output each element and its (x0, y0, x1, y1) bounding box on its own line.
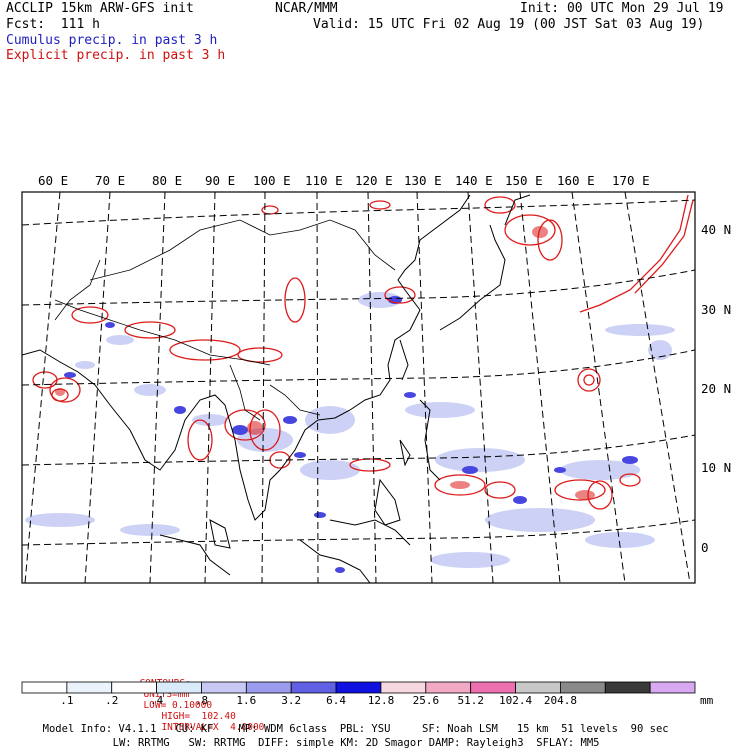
colorbar-swatch (560, 681, 606, 694)
map-frame (21, 191, 696, 584)
lon-label: 110 E (305, 173, 343, 188)
info-km: KM: 2D Smagor (340, 737, 423, 749)
info-levels: 51 levels (561, 723, 619, 735)
colorbar-swatch (245, 681, 292, 694)
colorbar-swatch (156, 681, 202, 694)
colorbar-tick-label: 25.6 (412, 694, 440, 707)
colorbar-swatch (470, 681, 516, 694)
explicit-precip (32, 194, 694, 510)
lon-label: 70 E (95, 173, 125, 188)
coastlines (22, 194, 531, 583)
colorbar-swatch (335, 681, 382, 694)
colorbar-swatch (604, 681, 651, 694)
colorbar-tick-label: 102.4 (499, 694, 533, 707)
explicit-precip-fill (55, 226, 595, 500)
lon-labels: 60 E 70 E 80 E 90 E 100 E 110 E 120 E 13… (38, 173, 650, 188)
info-mp: MP: WDM 6class (238, 723, 328, 735)
colorbar-swatch (290, 681, 337, 694)
contours-low: LOW= 0.10000 (143, 700, 213, 711)
contours-high: HIGH= 102.40 (161, 711, 236, 722)
valid-time: Valid: 15 UTC Fri 02 Aug 19 (00 JST Sat … (313, 17, 705, 32)
lon-label: 90 E (205, 173, 235, 188)
cumulus-precip-strong (64, 296, 638, 573)
lon-label: 150 E (505, 173, 543, 188)
colorbar-tick-label: .2 (105, 694, 119, 707)
colorbar-tick-label: 51.2 (457, 694, 484, 707)
contours-units: UNITS=mm (143, 689, 190, 700)
colorbar-tick-label: 1.6 (236, 694, 257, 707)
precip-fields (25, 194, 694, 573)
init-time: Init: 00 UTC Mon 29 Jul 19 (520, 1, 724, 16)
colorbar-swatch (66, 681, 113, 694)
colorbar-swatch (425, 681, 472, 694)
model-info-line2: LW: RRTMG SW: RRTMG DIFF: simple KM: 2D … (100, 725, 600, 749)
info-damp: DAMP: Rayleigh3 (428, 737, 524, 749)
country-borders (54, 219, 396, 421)
colorbar-tick-label: .1 (60, 694, 74, 707)
colorbar (21, 681, 696, 694)
info-res: 15 km (516, 723, 549, 735)
lon-label: 170 E (612, 173, 650, 188)
lon-label: 100 E (253, 173, 291, 188)
lat-label: 0 (701, 540, 709, 555)
lat-label: 40 N (701, 222, 731, 237)
info-lw: LW: RRTMG (112, 737, 170, 749)
info-dt: 90 sec (630, 723, 669, 735)
colorbar-unit: mm (700, 694, 714, 707)
model-title: ACCLIP 15km ARW-GFS init (6, 1, 194, 16)
lon-label: 140 E (455, 173, 493, 188)
colorbar-swatch (649, 681, 696, 694)
lon-label: 160 E (557, 173, 595, 188)
lon-label: 60 E (38, 173, 68, 188)
forecast-hour: Fcst: 111 h (6, 17, 100, 32)
contours-interval: INTERVAL=X 4.0000 (161, 722, 265, 733)
colorbar-swatch (201, 681, 247, 694)
info-pbl: PBL: YSU (339, 723, 391, 735)
colorbar-tick-label: 3.2 (281, 694, 302, 707)
colorbar-tick-label: .4 (150, 694, 164, 707)
lat-label: 20 N (701, 381, 731, 396)
info-sflay: SFLAY: MM5 (536, 737, 600, 749)
lat-label: 10 N (701, 460, 731, 475)
colorbar-swatch (111, 681, 157, 694)
colorbar-tick-label: 12.8 (367, 694, 395, 707)
info-version: Model Info: V4.1.1 (42, 723, 157, 735)
info-cu: CU: KF (175, 723, 214, 735)
colorbar-swatch (21, 681, 68, 694)
info-sf: SF: Noah LSM (422, 723, 498, 735)
lon-label: 80 E (152, 173, 182, 188)
colorbar-tick-label: 204.8 (543, 694, 578, 707)
info-sw: SW: RRTMG (188, 737, 246, 749)
legend-explicit: Explicit precip. in past 3 h (6, 48, 226, 63)
colorbar-tick-label: .8 (194, 694, 209, 707)
model-info-line1: Model Info: V4.1.1 CU: KF MP: WDM 6class… (30, 711, 669, 735)
info-diff: DIFF: simple (258, 737, 334, 749)
legend-cumulus: Cumulus precip. in past 3 h (6, 33, 218, 48)
lat-labels: 40 N 30 N 20 N 10 N 0 (701, 222, 731, 555)
center-name: NCAR/MMM (275, 1, 338, 16)
lon-label: 130 E (404, 173, 442, 188)
colorbar-tick-label: 6.4 (326, 694, 347, 707)
colorbar-swatch (380, 681, 427, 694)
lon-label: 120 E (355, 173, 393, 188)
lat-label: 30 N (701, 302, 731, 317)
cumulus-precip (25, 292, 675, 568)
colorbar-swatch (515, 681, 561, 694)
